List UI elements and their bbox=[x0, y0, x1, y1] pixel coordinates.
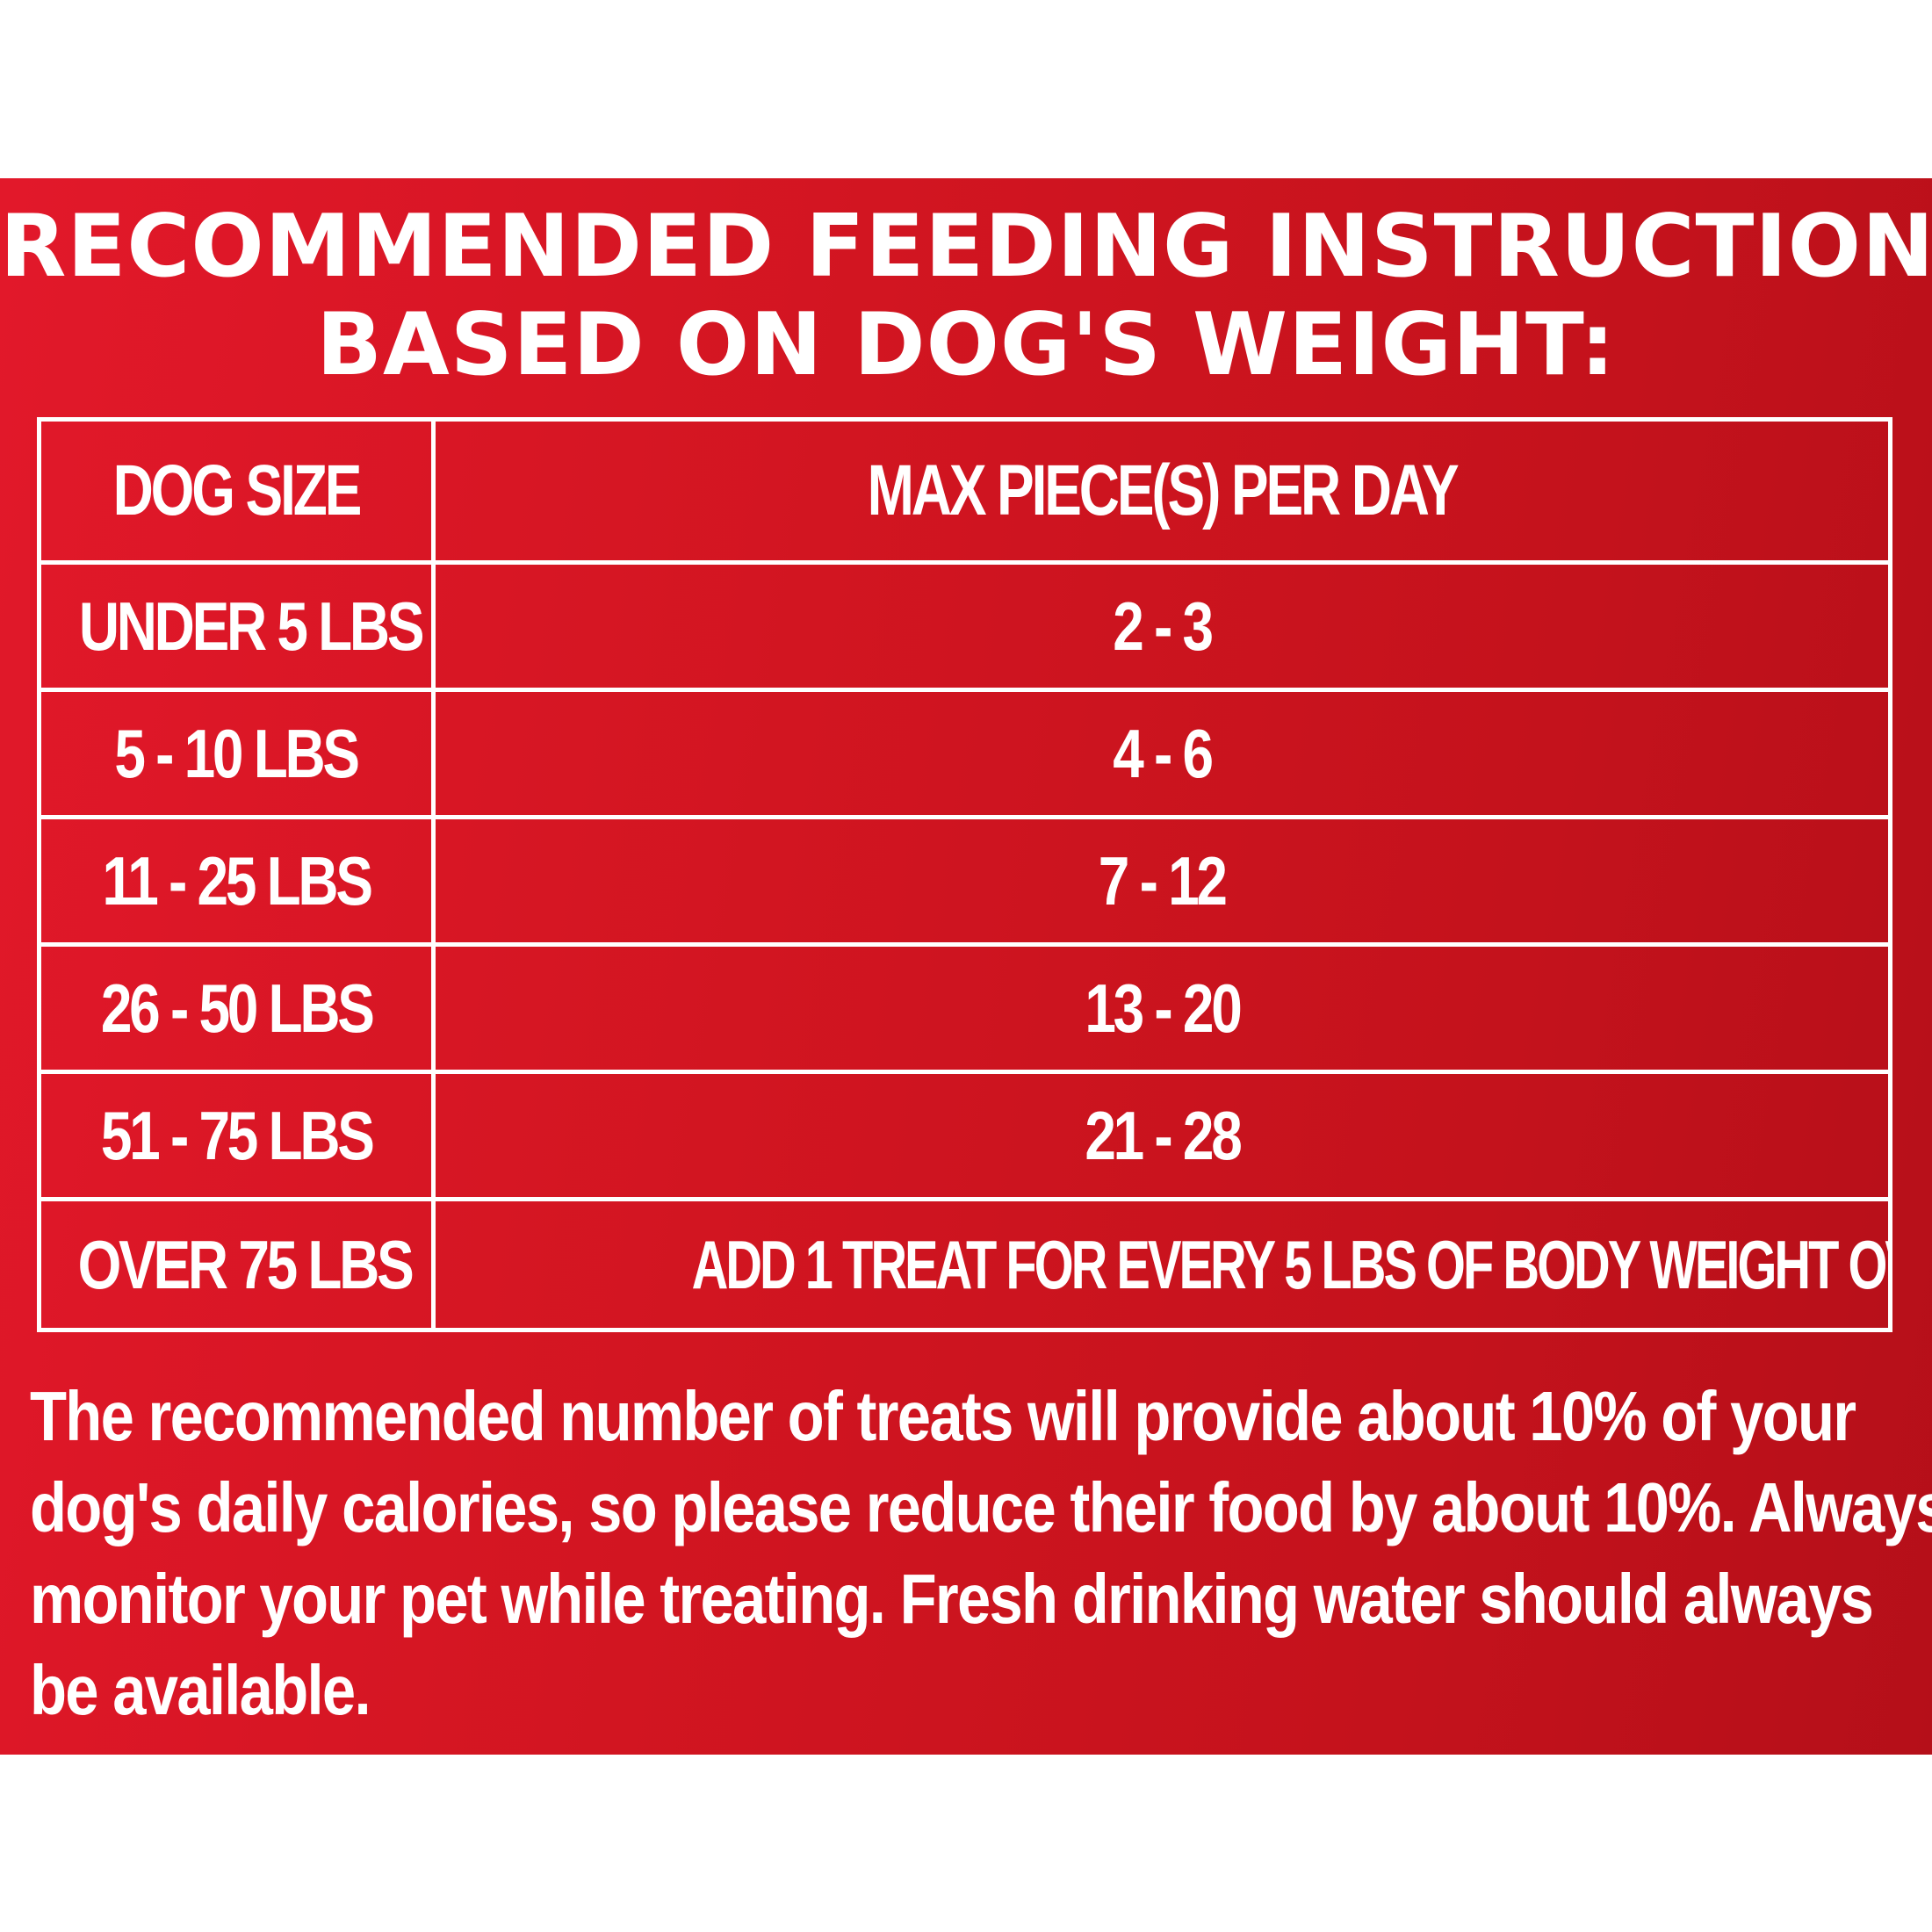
max-pieces-cell: 2 - 3 bbox=[431, 560, 1892, 692]
table-row: 5 - 10 LBS 4 - 6 bbox=[37, 688, 1892, 819]
table-row: 11 - 25 LBS 7 - 12 bbox=[37, 815, 1892, 947]
table-row: UNDER 5 LBS 2 - 3 bbox=[37, 560, 1892, 692]
feeding-table: DOG SIZE MAX PIECE(S) PER DAY UNDER 5 LB… bbox=[37, 417, 1892, 1332]
table-row: 51 - 75 LBS 21 - 28 bbox=[37, 1070, 1892, 1201]
feeding-note-line: be available. bbox=[30, 1651, 371, 1729]
dog-size-cell: 26 - 50 LBS bbox=[37, 942, 436, 1074]
table-row: 26 - 50 LBS 13 - 20 bbox=[37, 942, 1892, 1074]
dog-size-cell: OVER 75 LBS bbox=[37, 1197, 436, 1332]
dog-size-cell: UNDER 5 LBS bbox=[37, 560, 436, 692]
header-max-pieces: MAX PIECE(S) PER DAY bbox=[431, 417, 1892, 565]
feeding-instructions-panel: RECOMMENDED FEEDING INSTRUCTIONS BASED O… bbox=[0, 178, 1932, 1755]
dog-size-cell: 11 - 25 LBS bbox=[37, 815, 436, 947]
max-pieces-cell: 21 - 28 bbox=[431, 1070, 1892, 1201]
table-row: OVER 75 LBS ADD 1 TREAT FOR EVERY 5 LBS … bbox=[37, 1197, 1892, 1332]
max-pieces-cell: 7 - 12 bbox=[431, 815, 1892, 947]
feeding-note-line: The recommended number of treats will pr… bbox=[30, 1377, 1856, 1455]
header-dog-size: DOG SIZE bbox=[37, 417, 436, 565]
table-header-row: DOG SIZE MAX PIECE(S) PER DAY bbox=[37, 417, 1892, 565]
dog-size-cell: 51 - 75 LBS bbox=[37, 1070, 436, 1201]
feeding-title-line-2: BASED ON DOG'S WEIGHT: bbox=[316, 295, 1616, 395]
feeding-note-line: monitor your pet while treating. Fresh d… bbox=[30, 1560, 1874, 1638]
feeding-note: The recommended number of treats will pr… bbox=[30, 1371, 1932, 1736]
feeding-title-line-1: RECOMMENDED FEEDING INSTRUCTIONS bbox=[0, 197, 1932, 297]
feeding-title: RECOMMENDED FEEDING INSTRUCTIONS BASED O… bbox=[0, 198, 1932, 394]
max-pieces-cell: 13 - 20 bbox=[431, 942, 1892, 1074]
feeding-note-line: dog's daily calories, so please reduce t… bbox=[30, 1468, 1932, 1546]
max-pieces-cell: 4 - 6 bbox=[431, 688, 1892, 819]
max-pieces-cell: ADD 1 TREAT FOR EVERY 5 LBS OF BODY WEIG… bbox=[431, 1197, 1892, 1332]
dog-size-cell: 5 - 10 LBS bbox=[37, 688, 436, 819]
